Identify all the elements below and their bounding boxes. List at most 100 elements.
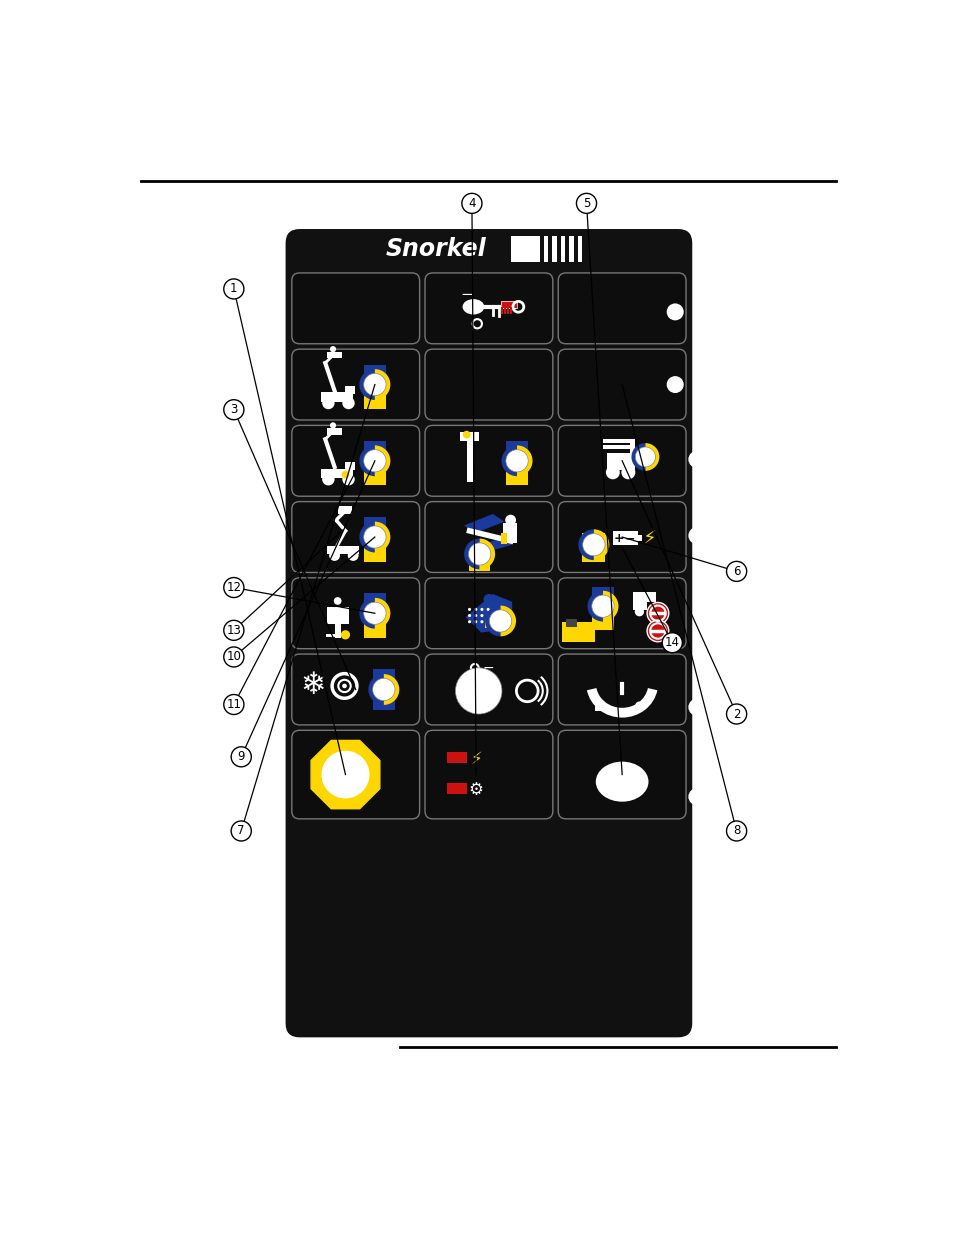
Wedge shape (517, 446, 532, 477)
FancyBboxPatch shape (425, 350, 552, 420)
Polygon shape (464, 514, 504, 534)
Text: −: − (460, 287, 473, 303)
Circle shape (634, 608, 643, 616)
Bar (606, 453, 629, 471)
Circle shape (231, 821, 251, 841)
Circle shape (363, 526, 386, 548)
FancyBboxPatch shape (425, 655, 552, 725)
Bar (364, 395, 385, 409)
FancyBboxPatch shape (558, 578, 685, 648)
Wedge shape (375, 369, 390, 400)
Ellipse shape (596, 762, 648, 802)
Bar (466, 437, 473, 483)
Text: 10: 10 (226, 651, 241, 663)
Text: 12: 12 (226, 580, 241, 594)
Bar (502, 524, 517, 543)
Circle shape (341, 471, 349, 478)
FancyBboxPatch shape (425, 578, 552, 648)
Circle shape (661, 632, 681, 653)
Text: +: + (613, 532, 623, 545)
Bar (364, 593, 385, 634)
Wedge shape (631, 443, 645, 471)
Circle shape (505, 450, 528, 472)
Bar (633, 603, 646, 610)
Bar (629, 440, 634, 471)
Circle shape (666, 377, 683, 393)
FancyBboxPatch shape (425, 273, 552, 343)
Circle shape (461, 194, 481, 214)
Bar (364, 472, 385, 485)
Wedge shape (375, 521, 390, 552)
Circle shape (363, 603, 386, 625)
FancyBboxPatch shape (425, 501, 552, 573)
Text: 3: 3 (230, 403, 237, 416)
Circle shape (646, 620, 668, 642)
Bar (560, 236, 565, 262)
Circle shape (483, 594, 494, 605)
Circle shape (480, 614, 483, 618)
Polygon shape (465, 594, 512, 632)
Circle shape (595, 700, 605, 711)
Circle shape (486, 620, 489, 624)
Bar (500, 534, 506, 543)
Wedge shape (359, 369, 375, 400)
Wedge shape (359, 521, 375, 552)
Circle shape (486, 608, 489, 611)
Circle shape (474, 620, 476, 624)
FancyBboxPatch shape (292, 350, 419, 420)
Text: ⚡: ⚡ (642, 529, 656, 548)
Text: ⚙: ⚙ (468, 781, 483, 799)
Text: Snorkel: Snorkel (385, 237, 486, 261)
Circle shape (329, 550, 339, 561)
Wedge shape (484, 605, 500, 636)
Circle shape (468, 543, 490, 566)
Bar (468, 555, 490, 571)
Bar (578, 236, 581, 262)
Circle shape (474, 608, 476, 611)
Wedge shape (375, 598, 390, 629)
Wedge shape (479, 538, 495, 569)
Wedge shape (501, 446, 517, 477)
Circle shape (726, 704, 746, 724)
Bar (345, 462, 355, 471)
Circle shape (363, 450, 386, 472)
Circle shape (474, 614, 476, 618)
Wedge shape (383, 674, 399, 705)
Bar (327, 546, 359, 555)
Circle shape (224, 620, 244, 640)
Circle shape (468, 614, 471, 618)
FancyBboxPatch shape (285, 228, 692, 1037)
Wedge shape (578, 530, 594, 561)
Text: −: − (481, 661, 494, 674)
Text: 8: 8 (732, 825, 740, 837)
Bar (327, 352, 342, 358)
Bar (364, 517, 385, 557)
Bar (364, 624, 385, 638)
Circle shape (688, 527, 704, 545)
Bar (633, 592, 656, 603)
Ellipse shape (462, 299, 484, 315)
FancyBboxPatch shape (425, 730, 552, 819)
Circle shape (620, 466, 635, 479)
Wedge shape (368, 674, 383, 705)
Circle shape (224, 694, 244, 715)
Bar (602, 446, 629, 450)
Circle shape (330, 422, 335, 429)
Circle shape (576, 194, 596, 214)
Circle shape (231, 747, 251, 767)
Text: 11: 11 (226, 698, 241, 711)
Wedge shape (359, 598, 375, 629)
Circle shape (322, 473, 335, 485)
FancyBboxPatch shape (558, 730, 685, 819)
Bar (500, 300, 517, 309)
Bar (327, 429, 342, 435)
Bar (320, 393, 353, 401)
Circle shape (635, 701, 642, 709)
Bar (364, 441, 385, 480)
Text: 14: 14 (664, 636, 679, 650)
Bar (613, 531, 638, 545)
Bar (484, 618, 506, 627)
Bar (581, 534, 605, 562)
Circle shape (330, 346, 335, 352)
Bar (335, 624, 340, 638)
